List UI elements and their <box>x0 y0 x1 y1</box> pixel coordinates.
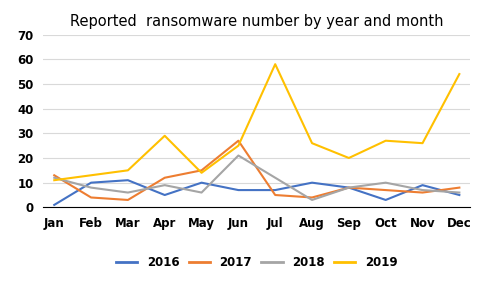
2019 <box>199 171 204 175</box>
2017 <box>51 174 57 177</box>
2016 <box>383 198 389 202</box>
Title: Reported  ransomware number by year and month: Reported ransomware number by year and m… <box>70 14 444 29</box>
2016 <box>125 179 131 182</box>
2017 <box>272 193 278 197</box>
2018 <box>272 176 278 179</box>
2017 <box>346 186 352 189</box>
2018 <box>51 176 57 179</box>
Line: 2018: 2018 <box>54 156 459 200</box>
2019 <box>51 179 57 182</box>
2016 <box>162 193 168 197</box>
2016 <box>456 193 462 197</box>
2017 <box>162 176 168 179</box>
2016 <box>309 181 315 184</box>
2017 <box>383 188 389 192</box>
2018 <box>346 186 352 189</box>
2018 <box>199 191 204 194</box>
2019 <box>309 141 315 145</box>
2016 <box>88 181 94 184</box>
2018 <box>420 188 425 192</box>
2016 <box>199 181 204 184</box>
Line: 2017: 2017 <box>54 141 459 200</box>
2019 <box>383 139 389 143</box>
2019 <box>162 134 168 137</box>
2017 <box>309 196 315 199</box>
2018 <box>309 198 315 202</box>
Line: 2019: 2019 <box>54 64 459 180</box>
2018 <box>383 181 389 184</box>
2017 <box>199 168 204 172</box>
2017 <box>420 191 425 194</box>
2019 <box>125 168 131 172</box>
2019 <box>88 174 94 177</box>
2018 <box>236 154 241 157</box>
2016 <box>236 188 241 192</box>
2016 <box>420 183 425 187</box>
2016 <box>51 203 57 206</box>
2017 <box>236 139 241 143</box>
2018 <box>456 191 462 194</box>
2016 <box>346 186 352 189</box>
2017 <box>456 186 462 189</box>
2018 <box>88 186 94 189</box>
2016 <box>272 188 278 192</box>
2017 <box>88 196 94 199</box>
Line: 2016: 2016 <box>54 180 459 205</box>
2019 <box>456 72 462 76</box>
2018 <box>125 191 131 194</box>
2018 <box>162 183 168 187</box>
2019 <box>272 62 278 66</box>
Legend: 2016, 2017, 2018, 2019: 2016, 2017, 2018, 2019 <box>111 251 402 274</box>
2019 <box>236 144 241 147</box>
2019 <box>346 156 352 160</box>
2017 <box>125 198 131 202</box>
2019 <box>420 141 425 145</box>
